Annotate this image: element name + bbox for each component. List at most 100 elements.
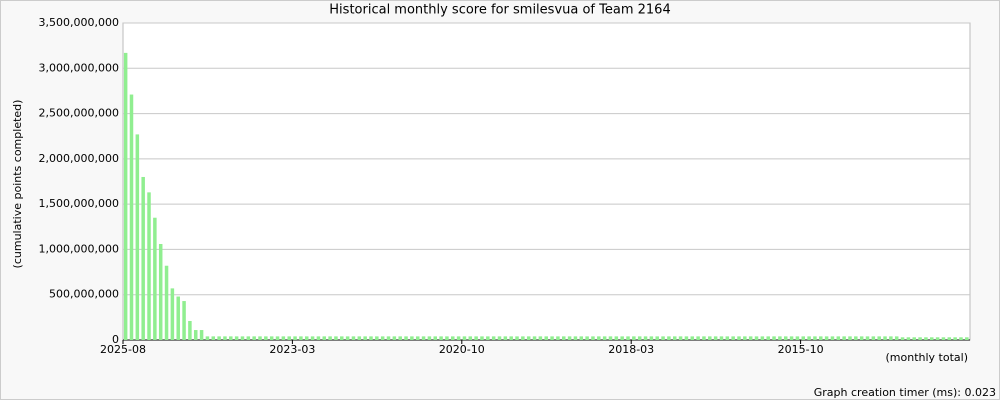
bar [357, 336, 362, 340]
footer: Graph creation timer (ms): 0.023 [814, 386, 996, 399]
x-tick-label: 2015-10 [778, 343, 824, 356]
bar [678, 336, 683, 340]
x-tick-label: 2018-03 [608, 343, 654, 356]
bar [164, 265, 169, 340]
bar [865, 336, 870, 340]
bar [269, 336, 274, 340]
y-axis-label: (cumulative points completed) [11, 100, 24, 269]
bar [930, 337, 934, 340]
bar [696, 336, 700, 340]
bar [515, 336, 519, 340]
bar [637, 336, 642, 340]
bar [456, 336, 461, 340]
bar [193, 330, 198, 340]
bar [748, 336, 753, 340]
bar [667, 336, 671, 340]
bar [708, 336, 712, 340]
bar [410, 336, 414, 340]
bar [369, 336, 373, 340]
bar [848, 336, 852, 340]
bar [924, 337, 928, 340]
bar [556, 336, 560, 340]
bar [199, 330, 204, 340]
bar [918, 337, 922, 340]
x-tick-label: 2020-10 [439, 343, 485, 356]
y-tick-label: 3,500,000,000 [39, 16, 119, 29]
bar [375, 336, 379, 340]
bar [819, 336, 823, 340]
bar [661, 336, 665, 340]
bar [737, 336, 741, 340]
bar [322, 336, 327, 340]
bar [316, 336, 321, 340]
bar [824, 336, 829, 340]
bar [474, 336, 478, 340]
bar [176, 296, 180, 340]
bar [386, 336, 391, 340]
bar [433, 336, 437, 340]
bar [445, 336, 449, 340]
bar [363, 336, 367, 340]
bar [801, 336, 806, 340]
bar [141, 176, 145, 340]
bar [719, 336, 724, 340]
bar [135, 134, 140, 340]
bar [906, 337, 911, 340]
bar [526, 336, 531, 340]
bar [912, 337, 916, 340]
bar [439, 336, 443, 340]
bar [789, 336, 794, 340]
bar [672, 336, 677, 340]
bar [252, 336, 256, 340]
y-tick-label: 500,000,000 [49, 288, 119, 301]
y-tick-label: 2,000,000,000 [39, 152, 119, 165]
bar [304, 336, 309, 340]
bar [713, 336, 718, 340]
bar [158, 243, 163, 340]
bar [462, 336, 467, 340]
bar [567, 336, 572, 340]
bar [188, 320, 192, 340]
bar [614, 336, 619, 340]
bar [859, 336, 864, 340]
bar [795, 336, 800, 340]
bar [123, 52, 128, 340]
bar [182, 301, 186, 340]
x-axis-label: (monthly total) [886, 351, 969, 364]
y-tick-label: 1,000,000,000 [39, 242, 119, 255]
bar [147, 192, 151, 340]
bar [591, 336, 595, 340]
bar [900, 337, 905, 340]
bar [486, 336, 490, 340]
bar [783, 336, 788, 340]
bar [264, 336, 268, 340]
bar [468, 336, 473, 340]
bar [427, 336, 432, 340]
bar [702, 336, 706, 340]
bar [760, 336, 765, 340]
bar [281, 336, 286, 340]
bar [451, 336, 455, 340]
y-tick-label: 0 [112, 333, 119, 346]
bar [392, 336, 397, 340]
bar [153, 217, 157, 340]
bar [842, 336, 846, 340]
bar [334, 336, 338, 340]
bar [871, 336, 876, 340]
bar [620, 336, 624, 340]
bar [550, 336, 554, 340]
bar [351, 336, 356, 340]
bar [275, 336, 280, 340]
y-tick-label: 3,000,000,000 [39, 61, 119, 74]
bar [404, 336, 408, 340]
bar [743, 336, 747, 340]
bar [894, 336, 899, 340]
bar [480, 336, 484, 340]
bar [211, 336, 216, 340]
bar [889, 336, 893, 340]
bar [328, 336, 332, 340]
bar [380, 336, 385, 340]
bar [538, 336, 543, 340]
bar [562, 336, 566, 340]
